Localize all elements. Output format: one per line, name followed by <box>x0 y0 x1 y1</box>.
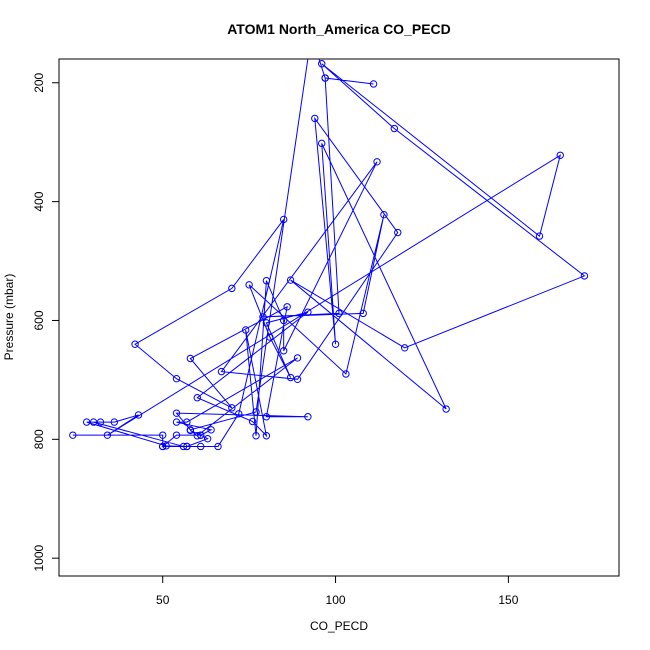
data-point <box>380 210 388 219</box>
data-point <box>342 370 350 378</box>
data-point <box>262 413 271 421</box>
data-point <box>179 442 188 451</box>
data-point <box>248 417 257 426</box>
y-axis: 200 400 600 800 1000 <box>32 72 59 572</box>
x-tick-label: 50 <box>156 593 170 607</box>
data-point <box>293 375 302 384</box>
data-point <box>159 431 167 439</box>
data-point <box>186 354 195 363</box>
data-point <box>331 340 340 348</box>
data-point <box>535 232 544 240</box>
data-point <box>442 405 450 413</box>
data-point <box>390 124 399 133</box>
data-point <box>159 442 167 451</box>
data-point <box>400 344 409 352</box>
data-point <box>172 431 181 439</box>
x-axis-label: CO_PECD <box>310 619 368 633</box>
data-point <box>279 347 288 355</box>
data-point <box>580 272 589 280</box>
y-tick-label: 200 <box>32 72 46 92</box>
data-point <box>262 276 271 285</box>
data-point <box>193 432 201 440</box>
data-point <box>235 410 243 418</box>
series-layer <box>69 59 589 451</box>
data-point <box>228 284 236 293</box>
data-point <box>259 313 267 321</box>
data-point <box>131 340 139 348</box>
data-point <box>183 418 191 426</box>
data-point <box>311 114 319 123</box>
data-point <box>394 228 402 237</box>
data-point <box>110 418 119 426</box>
y-axis-label: Pressure (mbar) <box>2 274 16 361</box>
data-point <box>286 373 295 382</box>
data-point <box>252 432 260 440</box>
y-tick-label: 600 <box>32 310 46 330</box>
x-tick-label: 150 <box>498 593 518 607</box>
data-point <box>304 308 312 316</box>
data-point <box>134 411 143 419</box>
data-point <box>172 375 181 383</box>
data-point <box>283 303 291 311</box>
data-point <box>172 418 181 426</box>
series-line <box>72 59 586 447</box>
x-tick-label: 100 <box>326 593 346 607</box>
data-point <box>318 60 326 68</box>
data-point <box>321 74 329 82</box>
data-point <box>162 442 170 450</box>
data-point <box>279 215 288 224</box>
data-point <box>262 319 271 327</box>
data-point <box>245 281 253 289</box>
data-point <box>279 316 288 325</box>
y-tick-label: 400 <box>32 191 46 211</box>
y-tick-label: 800 <box>32 429 46 449</box>
plot-frame <box>58 58 620 577</box>
data-point <box>214 442 222 451</box>
data-point <box>217 367 226 376</box>
chart-title: ATOM1 North_America CO_PECD <box>227 21 451 37</box>
data-point <box>197 442 205 451</box>
data-point <box>293 354 302 362</box>
y-tick-label: 1000 <box>32 545 46 572</box>
data-point <box>556 151 564 159</box>
data-point <box>318 139 326 148</box>
data-point <box>359 309 367 318</box>
data-point <box>335 309 343 318</box>
data-point <box>252 408 260 416</box>
data-point <box>186 426 195 435</box>
x-axis: 50 100 150 <box>156 576 519 607</box>
data-point <box>266 333 274 341</box>
data-point <box>262 432 271 440</box>
data-point <box>183 442 191 451</box>
data-point <box>203 435 212 443</box>
data-point <box>197 431 205 439</box>
series-0 <box>69 59 589 451</box>
data-point <box>228 404 236 412</box>
data-point <box>82 418 91 426</box>
data-point <box>369 80 378 88</box>
data-point <box>373 158 381 166</box>
data-point <box>96 418 105 426</box>
data-point <box>103 431 112 439</box>
data-point <box>69 431 77 439</box>
data-point <box>172 409 181 417</box>
data-point <box>193 394 201 402</box>
data-point <box>241 326 250 334</box>
data-point <box>304 413 312 421</box>
data-point <box>286 276 295 284</box>
data-point <box>89 418 98 426</box>
data-point <box>207 426 215 434</box>
